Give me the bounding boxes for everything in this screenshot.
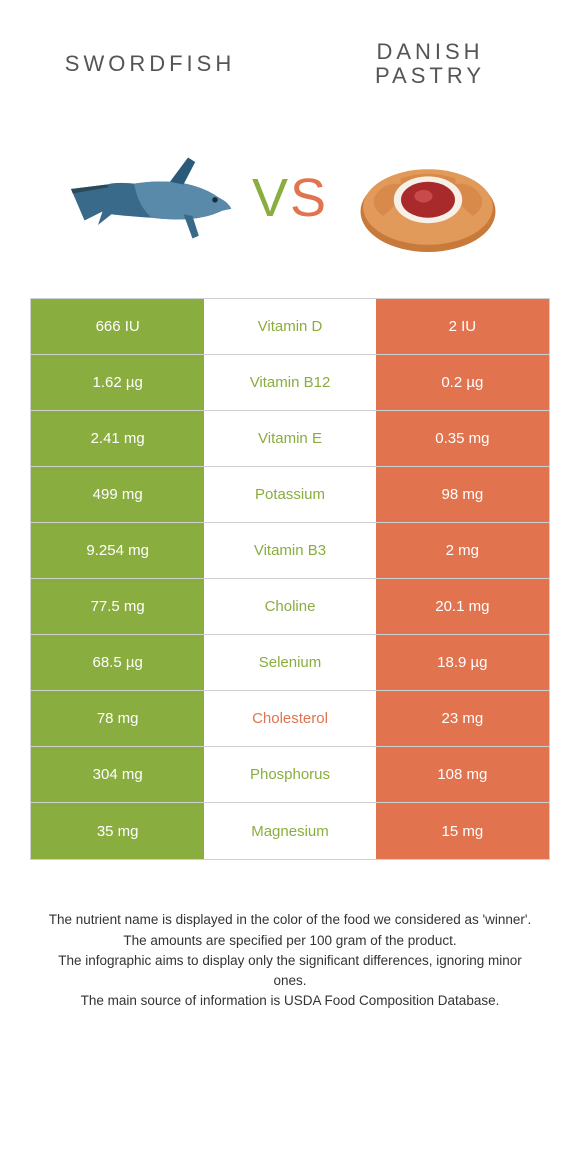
left-value: 304 mg: [31, 747, 204, 802]
vs-row: VS: [0, 108, 580, 298]
left-value: 77.5 mg: [31, 579, 204, 634]
nutrient-row: 304 mgPhosphorus108 mg: [31, 747, 549, 803]
nutrient-name: Phosphorus: [204, 747, 375, 802]
right-food-title: DANISH PASTRY: [320, 40, 540, 88]
nutrient-row: 1.62 µgVitamin B120.2 µg: [31, 355, 549, 411]
nutrient-name: Magnesium: [204, 803, 375, 859]
left-value: 35 mg: [31, 803, 204, 859]
left-value: 9.254 mg: [31, 523, 204, 578]
nutrient-name: Vitamin B12: [204, 355, 375, 410]
right-value: 23 mg: [376, 691, 549, 746]
nutrient-row: 666 IUVitamin D2 IU: [31, 299, 549, 355]
footer-line-1: The nutrient name is displayed in the co…: [40, 910, 540, 930]
swordfish-image: [62, 128, 242, 268]
right-value: 18.9 µg: [376, 635, 549, 690]
right-value: 0.2 µg: [376, 355, 549, 410]
left-value: 499 mg: [31, 467, 204, 522]
nutrient-name: Vitamin D: [204, 299, 375, 354]
left-value: 666 IU: [31, 299, 204, 354]
right-value: 108 mg: [376, 747, 549, 802]
footer-line-3: The infographic aims to display only the…: [40, 951, 540, 992]
vs-v: V: [252, 168, 290, 228]
nutrient-row: 9.254 mgVitamin B32 mg: [31, 523, 549, 579]
nutrient-row: 499 mgPotassium98 mg: [31, 467, 549, 523]
nutrient-name: Selenium: [204, 635, 375, 690]
right-value: 2 IU: [376, 299, 549, 354]
nutrient-name: Vitamin B3: [204, 523, 375, 578]
right-value: 2 mg: [376, 523, 549, 578]
header: SWORDFISH DANISH PASTRY: [0, 0, 580, 108]
right-value: 98 mg: [376, 467, 549, 522]
nutrient-name: Choline: [204, 579, 375, 634]
right-value: 15 mg: [376, 803, 549, 859]
left-food-title: SWORDFISH: [40, 52, 260, 76]
nutrient-name: Potassium: [204, 467, 375, 522]
nutrient-name: Vitamin E: [204, 411, 375, 466]
nutrient-row: 77.5 mgCholine20.1 mg: [31, 579, 549, 635]
footer-notes: The nutrient name is displayed in the co…: [0, 860, 580, 1041]
right-value: 20.1 mg: [376, 579, 549, 634]
left-value: 2.41 mg: [31, 411, 204, 466]
nutrient-table: 666 IUVitamin D2 IU1.62 µgVitamin B120.2…: [30, 298, 550, 860]
left-value: 78 mg: [31, 691, 204, 746]
danish-pastry-image: [338, 128, 518, 268]
footer-line-4: The main source of information is USDA F…: [40, 991, 540, 1011]
vs-s: S: [290, 168, 328, 228]
nutrient-name: Cholesterol: [204, 691, 375, 746]
nutrient-row: 78 mgCholesterol23 mg: [31, 691, 549, 747]
left-value: 1.62 µg: [31, 355, 204, 410]
nutrient-row: 35 mgMagnesium15 mg: [31, 803, 549, 859]
right-value: 0.35 mg: [376, 411, 549, 466]
footer-line-2: The amounts are specified per 100 gram o…: [40, 931, 540, 951]
left-value: 68.5 µg: [31, 635, 204, 690]
vs-label: VS: [252, 167, 328, 229]
nutrient-row: 2.41 mgVitamin E0.35 mg: [31, 411, 549, 467]
nutrient-row: 68.5 µgSelenium18.9 µg: [31, 635, 549, 691]
